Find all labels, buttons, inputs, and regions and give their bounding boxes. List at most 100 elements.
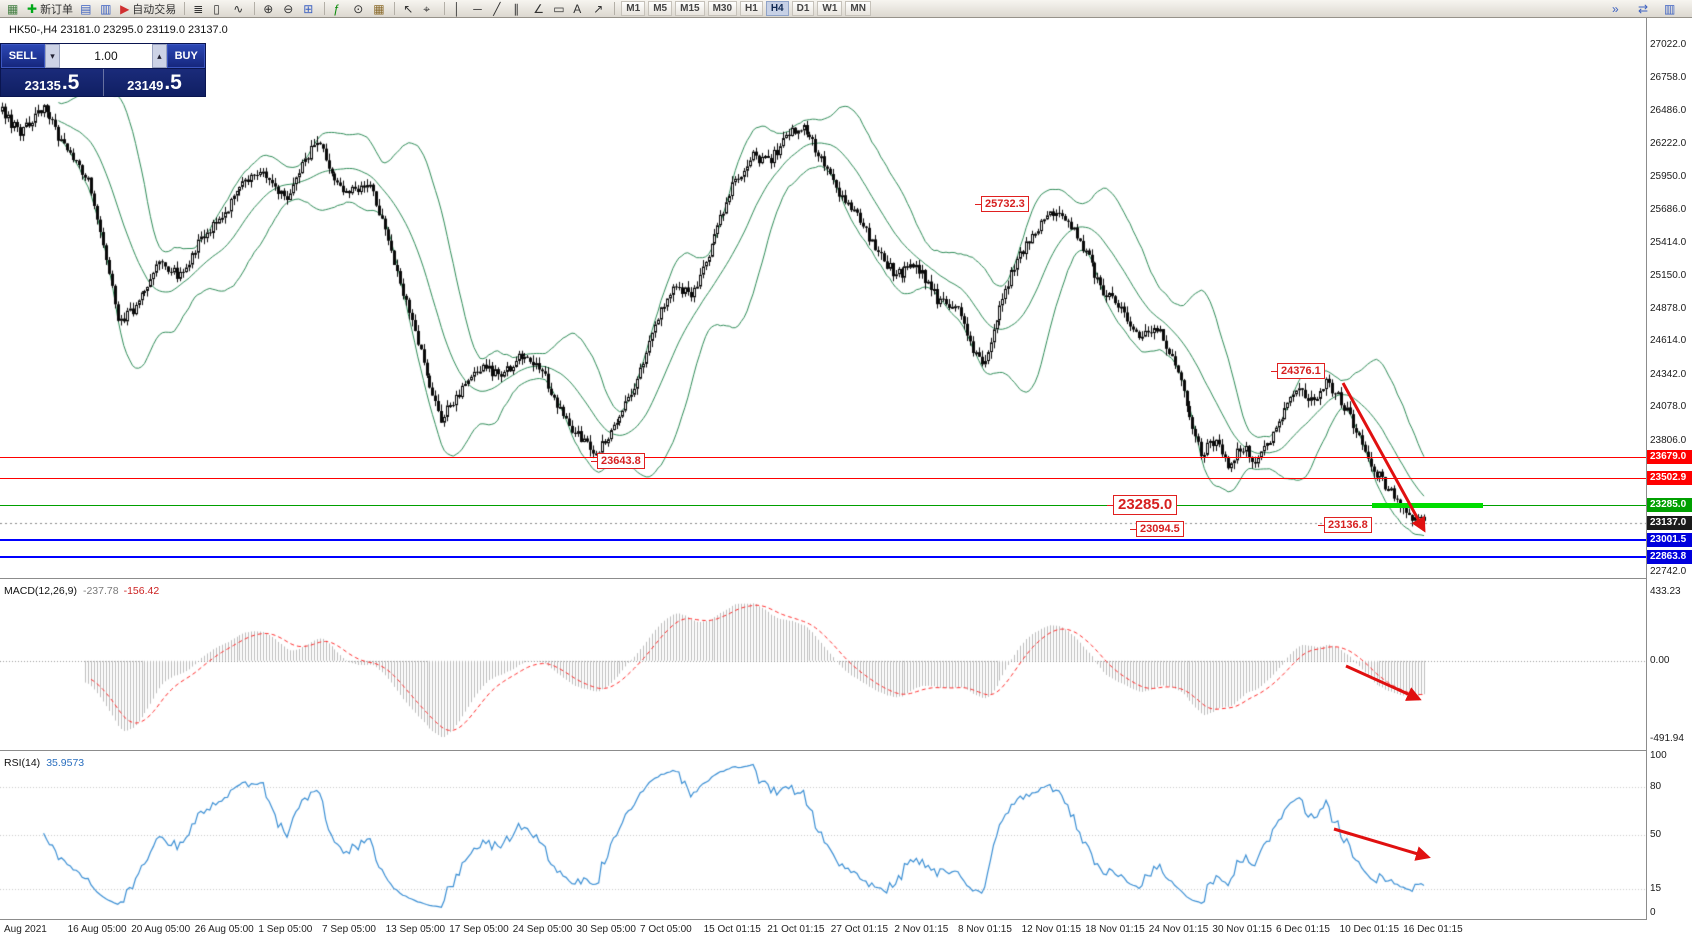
andrews-pitchfork-button[interactable]: ∠ — [530, 1, 549, 17]
price-tick: 26758.0 — [1650, 72, 1687, 83]
macd-axis-label: 433.23 — [1650, 586, 1681, 597]
price-annotation-23136.8[interactable]: 23136.8 — [1318, 517, 1372, 533]
hline-23001.5[interactable] — [0, 539, 1646, 541]
one-click-trading-panel: SELL ▾ 1.00 ▴ BUY 23135.5 23149.5 — [0, 43, 206, 97]
shapes-button[interactable]: ▭ — [550, 1, 569, 17]
buy-button[interactable]: BUY — [167, 44, 206, 68]
indicators-icon: ƒ — [333, 1, 340, 16]
auto-trading-button[interactable]: ▶ 自动交易 — [117, 1, 179, 17]
toolbar-separator — [394, 2, 396, 15]
price-annotation-25732.3[interactable]: 25732.3 — [975, 196, 1029, 212]
time-label: 27 Oct 01:15 — [830, 924, 889, 935]
price-axis[interactable]: 27022.0 26758.0 26486.0 26222.0 25950.0 25686… — [1646, 18, 1692, 920]
text-icon: A — [573, 1, 582, 16]
rsi-name: RSI(14) — [4, 757, 41, 769]
price-annotation-23643.8[interactable]: 23643.8 — [591, 453, 645, 469]
hline-23502.9[interactable] — [0, 478, 1646, 479]
new-order-button-label: 新订单 — [40, 3, 74, 16]
volume-increase-button[interactable]: ▴ — [151, 44, 168, 68]
rsi-canvas[interactable] — [0, 751, 1646, 919]
timeframe-m15-button[interactable]: M15 — [675, 1, 705, 16]
channel-button[interactable]: ∥ — [510, 1, 529, 17]
new-order-button[interactable]: ✚ 新订单 — [24, 1, 76, 17]
trade-prices-row: 23135.5 23149.5 — [1, 69, 205, 96]
zoom-out-button[interactable]: ⊖ — [280, 1, 299, 17]
chart-window-button[interactable]: ▦ — [4, 1, 23, 17]
tile-windows-button[interactable]: ⊞ — [300, 1, 319, 17]
time-label: 2 Nov 01:15 — [894, 924, 949, 935]
timeframe-d1-button[interactable]: D1 — [791, 1, 815, 16]
arrow-tool-icon: ↗ — [593, 1, 604, 16]
zoom-in-button[interactable]: ⊕ — [260, 1, 279, 17]
hline-23679[interactable] — [0, 457, 1646, 458]
time-axis[interactable]: Aug 2021 16 Aug 05:00 20 Aug 05:00 26 Aug 0… — [0, 920, 1692, 940]
macd-name: MACD(12,26,9) — [4, 585, 77, 597]
trendline-button[interactable]: ╱ — [490, 1, 509, 17]
horizontal-line-button[interactable]: ─ — [470, 1, 489, 17]
vertical-line-button[interactable]: │ — [450, 1, 469, 17]
bar-chart-icon: ≣ — [193, 1, 204, 16]
timeframe-mn-button[interactable]: MN — [845, 1, 871, 16]
vertical-line-icon: │ — [453, 1, 461, 16]
time-label: 17 Sep 05:00 — [449, 924, 509, 935]
panel-separator — [0, 919, 1692, 920]
price-annotation-24376.1[interactable]: 24376.1 — [1271, 363, 1325, 379]
volume-decrease-button[interactable]: ▾ — [44, 44, 61, 68]
sell-price-display[interactable]: 23135.5 — [1, 69, 103, 96]
hline-23285[interactable] — [0, 505, 1646, 506]
buy-price-display[interactable]: 23149.5 — [103, 69, 205, 96]
panel-separator[interactable] — [0, 750, 1692, 751]
timeframe-w1-button[interactable]: W1 — [817, 1, 843, 16]
text-button[interactable]: A — [570, 1, 589, 17]
volume-input[interactable]: 1.00 — [60, 44, 152, 68]
time-label: 30 Nov 01:15 — [1212, 924, 1272, 935]
crosshair-button[interactable]: ⌖ — [420, 1, 439, 17]
cursor-icon: ↖ — [403, 1, 414, 16]
trendline-icon: ╱ — [493, 1, 501, 16]
periods-button[interactable]: ⊙ — [350, 1, 369, 17]
candlestick-chart-button[interactable]: ▯ — [210, 1, 229, 17]
timeframe-m1-button[interactable]: M1 — [621, 1, 646, 16]
price-tick: 25686.0 — [1650, 204, 1687, 215]
price-tick: 24878.0 — [1650, 303, 1687, 314]
channel-icon: ∥ — [513, 1, 520, 16]
time-label: 12 Nov 01:15 — [1021, 924, 1082, 935]
time-label: 7 Sep 05:00 — [322, 924, 376, 935]
timeframe-m5-button[interactable]: M5 — [648, 1, 673, 16]
buy-price-frac: .5 — [164, 71, 182, 94]
price-tick: 26486.0 — [1650, 105, 1687, 116]
price-tag-23137.0: 23137.0 — [1647, 516, 1692, 530]
price-tick: 26222.0 — [1650, 138, 1687, 149]
time-label: 21 Oct 01:15 — [767, 924, 825, 935]
timeframe-m30-button[interactable]: M30 — [707, 1, 738, 16]
charts-button[interactable]: ▤ — [77, 1, 96, 17]
rsi-axis-label: 0 — [1650, 907, 1656, 918]
chart-shift-button[interactable]: ⇄ — [1635, 1, 1654, 17]
time-label: 26 Aug 05:00 — [194, 924, 254, 935]
timeframe-h4-button[interactable]: H4 — [765, 1, 789, 16]
data-window-button[interactable]: ▥ — [97, 1, 116, 17]
main-chart-canvas[interactable] — [0, 18, 1646, 578]
panel-separator[interactable] — [0, 578, 1692, 579]
price-tick: 24078.0 — [1650, 401, 1687, 412]
sell-button[interactable]: SELL — [1, 44, 45, 68]
price-annotation-23094.5[interactable]: 23094.5 — [1130, 521, 1184, 537]
price-annotation-23285.0[interactable]: 23285.0 — [1106, 495, 1178, 515]
bar-chart-button[interactable]: ≣ — [190, 1, 209, 17]
dock-button[interactable]: ▥ — [1661, 1, 1680, 17]
macd-canvas[interactable] — [0, 579, 1646, 750]
dock-icon: ▥ — [1664, 1, 1676, 16]
support-zone-line[interactable] — [1372, 503, 1483, 508]
indicators-button[interactable]: ƒ — [330, 1, 349, 17]
rsi-axis-label: 50 — [1650, 828, 1662, 840]
hline-22863.8[interactable] — [0, 556, 1646, 558]
timeframe-h1-button[interactable]: H1 — [740, 1, 763, 16]
chart-shift-icon: ⇄ — [1638, 1, 1649, 16]
auto-scroll-button[interactable]: » — [1609, 1, 1628, 17]
chart-area[interactable]: 25732.3 24376.1 23643.8 23285.0 23094.5 23136… — [0, 18, 1692, 940]
templates-button[interactable]: ▦ — [370, 1, 389, 17]
cursor-button[interactable]: ↖ — [400, 1, 419, 17]
rsi-indicator-label: RSI(14) 35.9573 — [4, 757, 84, 769]
line-chart-button[interactable]: ∿ — [230, 1, 249, 17]
arrow-tool-button[interactable]: ↗ — [590, 1, 609, 17]
